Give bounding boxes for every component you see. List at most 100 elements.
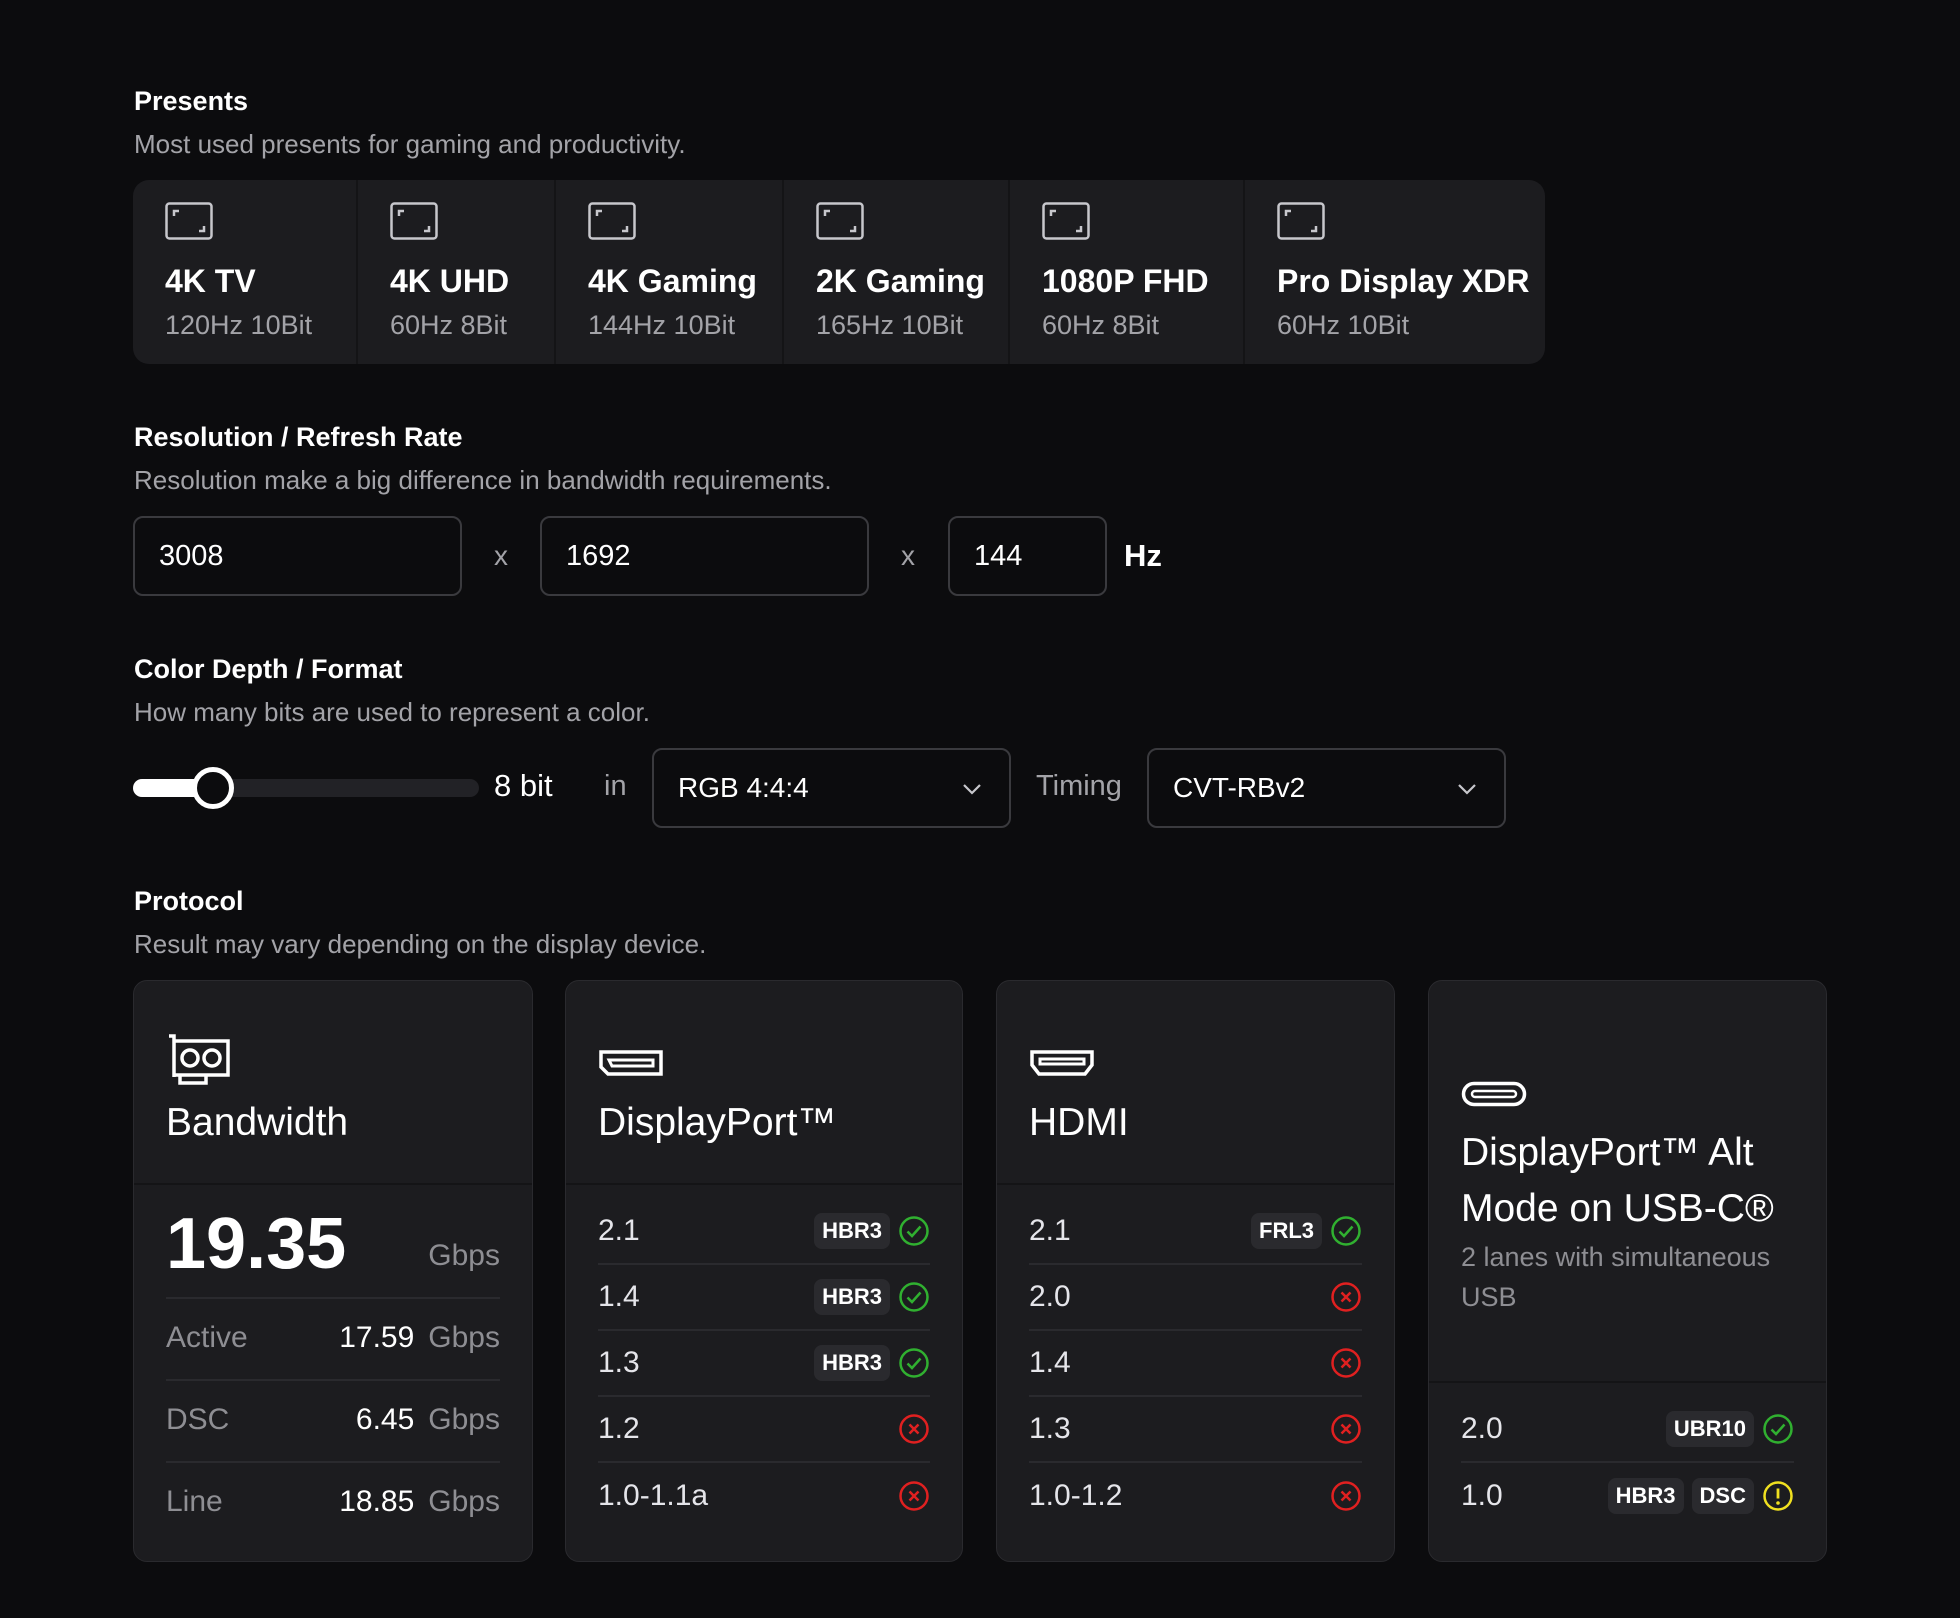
protocol-status-group: HBR3 DSC: [1607, 1478, 1794, 1514]
timing-label: Timing: [1036, 770, 1122, 802]
x-circle-icon: [899, 1414, 929, 1444]
slider-thumb[interactable]: [191, 767, 234, 809]
timing-select[interactable]: CVT-RBv2: [1147, 748, 1506, 828]
preset-spec: 120Hz 10Bit: [165, 310, 313, 340]
row-unit: Gbps: [428, 1485, 500, 1518]
protocol-title: Protocol: [134, 886, 244, 916]
row-value: 6.45: [355, 1403, 415, 1436]
height-input[interactable]: [540, 516, 869, 596]
row-value: 18.85: [339, 1485, 415, 1518]
protocol-status-group: HBR3: [814, 1345, 930, 1381]
hdmi-card: HDMI 2.1 FRL3 2.0 1.4 1.3 1.0-1.2: [996, 980, 1395, 1562]
preset-1080p-fhd[interactable]: 1080P FHD 60Hz 8Bit: [1010, 180, 1245, 364]
protocol-version: 1.0: [1461, 1479, 1503, 1512]
preset-name: 4K UHD: [390, 263, 510, 299]
preset-4k-uhd[interactable]: 4K UHD 60Hz 8Bit: [358, 180, 556, 364]
protocol-version: 1.3: [1029, 1412, 1071, 1445]
preset-name: 2K Gaming: [816, 263, 985, 299]
protocol-row: 2.0: [1029, 1265, 1362, 1331]
protocol-subtitle: Result may vary depending on the display…: [134, 929, 707, 959]
protocol-row: 2.0 UBR10: [1461, 1397, 1794, 1463]
protocol-status-group: [898, 1480, 930, 1512]
color-depth-value: 8 bit: [494, 768, 553, 803]
preset-spec: 144Hz 10Bit: [588, 310, 736, 340]
display-frame-icon: [816, 202, 864, 240]
bandwidth-card: Bandwidth 19.35 Gbps Active 17.59 Gbps DS…: [133, 980, 533, 1562]
mode-badge: UBR10: [1665, 1411, 1754, 1447]
preset-spec: 165Hz 10Bit: [816, 310, 964, 340]
protocol-row: 1.4: [1029, 1331, 1362, 1397]
x-circle-icon: [1331, 1348, 1361, 1378]
check-circle-icon: [899, 1348, 929, 1378]
card-header: Bandwidth: [134, 981, 532, 1185]
protocol-status-group: UBR10: [1665, 1411, 1794, 1447]
preset-name: 4K TV: [165, 263, 256, 299]
protocol-status-group: [1330, 1413, 1362, 1445]
protocol-row: 1.3 HBR3: [598, 1331, 930, 1397]
preset-name: 1080P FHD: [1042, 263, 1209, 299]
preset-2k-gaming[interactable]: 2K Gaming 165Hz 10Bit: [784, 180, 1010, 364]
card-subtitle: 2 lanes with simultaneous USB: [1461, 1242, 1771, 1312]
hdmi-connector-icon: [1030, 1050, 1094, 1076]
color-format-select[interactable]: RGB 4:4:4: [652, 748, 1011, 828]
card-header: DisplayPort™ Alt Mode on USB-C® 2 lanes …: [1429, 981, 1826, 1383]
x-circle-icon: [1331, 1414, 1361, 1444]
protocol-version: 2.0: [1461, 1412, 1503, 1445]
protocol-row: 2.1 HBR3: [598, 1199, 930, 1265]
card-header: HDMI: [997, 981, 1394, 1185]
display-frame-icon: [588, 202, 636, 240]
bandwidth-unit: Gbps: [428, 1239, 500, 1272]
bandwidth-value: 19.35: [166, 1204, 347, 1284]
mode-badge: HBR3: [814, 1345, 890, 1381]
protocol-status-group: HBR3: [814, 1279, 930, 1315]
usbc-card: DisplayPort™ Alt Mode on USB-C® 2 lanes …: [1428, 980, 1827, 1562]
warning-circle-icon: [1763, 1481, 1793, 1511]
preset-4k-tv[interactable]: 4K TV 120Hz 10Bit: [133, 180, 358, 364]
mode-badge: HBR3: [814, 1279, 890, 1315]
display-frame-icon: [165, 202, 213, 240]
protocol-status-group: HBR3: [814, 1213, 930, 1249]
card-title: DisplayPort™: [598, 1101, 837, 1144]
protocol-row: 1.0-1.2: [1029, 1463, 1362, 1529]
protocol-version: 2.1: [1029, 1214, 1071, 1247]
display-frame-icon: [1042, 202, 1090, 240]
protocol-version: 1.0-1.2: [1029, 1479, 1123, 1512]
preset-pro-display-xdr[interactable]: Pro Display XDR 60Hz 10Bit: [1245, 180, 1545, 364]
protocol-version: 1.0-1.1a: [598, 1479, 709, 1512]
protocol-row: 2.1 FRL3: [1029, 1199, 1362, 1265]
protocol-version: 2.1: [598, 1214, 640, 1247]
color-depth-slider[interactable]: [133, 779, 479, 797]
protocol-status-group: [1330, 1347, 1362, 1379]
check-circle-icon: [1763, 1414, 1793, 1444]
x-circle-icon: [899, 1481, 929, 1511]
card-title: HDMI: [1029, 1101, 1129, 1144]
protocol-status-group: [1330, 1480, 1362, 1512]
protocol-row: 1.0-1.1a: [598, 1463, 930, 1529]
mode-badge: DSC: [1691, 1478, 1754, 1514]
preset-spec: 60Hz 8Bit: [390, 310, 508, 340]
presets-bar: 4K TV 120Hz 10Bit 4K UHD 60Hz 8Bit 4K Ga…: [133, 180, 1545, 364]
chevron-down-icon: [1458, 784, 1476, 795]
protocol-version: 1.3: [598, 1346, 640, 1379]
check-circle-icon: [899, 1216, 929, 1246]
usb-c-connector-icon: [1461, 1081, 1527, 1107]
row-unit: Gbps: [428, 1403, 500, 1436]
preset-4k-gaming[interactable]: 4K Gaming 144Hz 10Bit: [556, 180, 784, 364]
refresh-unit: Hz: [1124, 538, 1162, 573]
protocol-status-group: FRL3: [1251, 1213, 1362, 1249]
refresh-input[interactable]: [948, 516, 1107, 596]
x-circle-icon: [1331, 1282, 1361, 1312]
x-circle-icon: [1331, 1481, 1361, 1511]
mode-badge: HBR3: [814, 1213, 890, 1249]
protocol-row: 1.4 HBR3: [598, 1265, 930, 1331]
graphics-card-icon: [169, 1034, 230, 1085]
card-title: Bandwidth: [166, 1101, 349, 1144]
protocol-status-group: [1330, 1281, 1362, 1313]
width-input[interactable]: [133, 516, 462, 596]
preset-spec: 60Hz 10Bit: [1277, 310, 1410, 340]
times-separator: x: [494, 540, 508, 571]
displayport-card: DisplayPort™ 2.1 HBR3 1.4 HBR3 1.3 HBR3 1.2 1.0…: [565, 980, 963, 1562]
row-label: Line: [166, 1485, 223, 1518]
row-unit: Gbps: [428, 1321, 500, 1354]
presets-title: Presents: [134, 86, 249, 116]
